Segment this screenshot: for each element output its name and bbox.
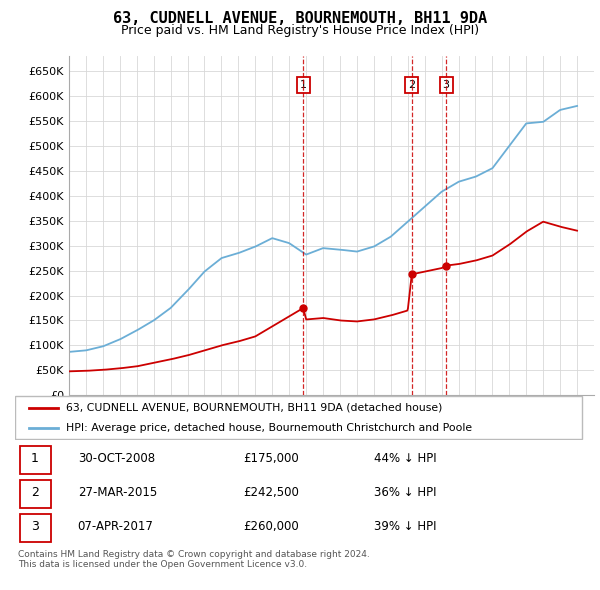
Text: 63, CUDNELL AVENUE, BOURNEMOUTH, BH11 9DA: 63, CUDNELL AVENUE, BOURNEMOUTH, BH11 9D…: [113, 11, 487, 25]
Text: 2: 2: [408, 80, 415, 90]
Text: 39% ↓ HPI: 39% ↓ HPI: [374, 520, 437, 533]
Text: 44% ↓ HPI: 44% ↓ HPI: [374, 452, 437, 465]
Text: £260,000: £260,000: [243, 520, 299, 533]
FancyBboxPatch shape: [20, 514, 51, 542]
Text: 1: 1: [300, 80, 307, 90]
Text: 63, CUDNELL AVENUE, BOURNEMOUTH, BH11 9DA (detached house): 63, CUDNELL AVENUE, BOURNEMOUTH, BH11 9D…: [66, 403, 443, 412]
Text: £175,000: £175,000: [243, 452, 299, 465]
Text: Price paid vs. HM Land Registry's House Price Index (HPI): Price paid vs. HM Land Registry's House …: [121, 24, 479, 37]
Text: 2: 2: [31, 486, 39, 499]
Text: 3: 3: [31, 520, 39, 533]
FancyBboxPatch shape: [15, 396, 582, 439]
Text: 27-MAR-2015: 27-MAR-2015: [78, 486, 157, 499]
Text: 07-APR-2017: 07-APR-2017: [78, 520, 154, 533]
Text: 1: 1: [31, 452, 39, 465]
Text: 30-OCT-2008: 30-OCT-2008: [78, 452, 155, 465]
Text: 36% ↓ HPI: 36% ↓ HPI: [374, 486, 437, 499]
FancyBboxPatch shape: [20, 446, 51, 474]
Text: £242,500: £242,500: [243, 486, 299, 499]
Text: Contains HM Land Registry data © Crown copyright and database right 2024.
This d: Contains HM Land Registry data © Crown c…: [18, 550, 370, 569]
FancyBboxPatch shape: [20, 480, 51, 507]
Text: HPI: Average price, detached house, Bournemouth Christchurch and Poole: HPI: Average price, detached house, Bour…: [66, 424, 472, 434]
Text: 3: 3: [443, 80, 449, 90]
